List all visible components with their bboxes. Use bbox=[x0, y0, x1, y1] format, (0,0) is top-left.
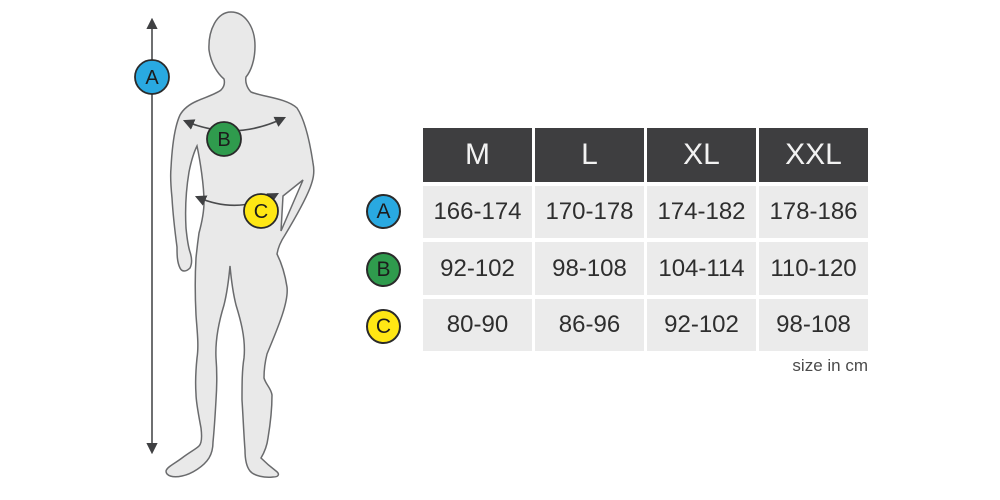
cell-a-l: 170-178 bbox=[535, 186, 644, 238]
cell-a-m: 166-174 bbox=[423, 186, 532, 238]
legend-marker-a-label: A bbox=[376, 199, 391, 223]
legend-marker-c: C bbox=[366, 309, 401, 344]
cell-a-xxl: 178-186 bbox=[759, 186, 868, 238]
column-header-l: L bbox=[535, 128, 644, 182]
legend-marker-c-label: C bbox=[375, 314, 392, 338]
cell-b-xl: 104-114 bbox=[647, 242, 756, 295]
cell-b-m: 92-102 bbox=[423, 242, 532, 295]
figure-marker-c-circle bbox=[243, 193, 279, 229]
cell-c-xl: 92-102 bbox=[647, 299, 756, 351]
figure-marker-c-label: C bbox=[254, 201, 268, 223]
figure-marker-b-circle bbox=[206, 121, 242, 157]
column-header-xxl: XXL bbox=[759, 128, 868, 182]
size-unit-note: size in cm bbox=[792, 356, 868, 375]
figure-marker-a-circle bbox=[134, 59, 170, 95]
cell-b-l: 98-108 bbox=[535, 242, 644, 295]
cell-c-xxl: 98-108 bbox=[759, 299, 868, 351]
size-table: M L XL XXL 166-174 170-178 174-182 178-1… bbox=[423, 128, 868, 351]
cell-c-m: 80-90 bbox=[423, 299, 532, 351]
column-header-xl: XL bbox=[647, 128, 756, 182]
legend-marker-a: A bbox=[366, 194, 401, 229]
cell-b-xxl: 110-120 bbox=[759, 242, 868, 295]
body-silhouette bbox=[165, 11, 315, 478]
cell-c-l: 86-96 bbox=[535, 299, 644, 351]
cell-a-xl: 174-182 bbox=[647, 186, 756, 238]
legend-marker-b-label: B bbox=[376, 257, 391, 281]
legend-marker-b: B bbox=[366, 252, 401, 287]
figure-marker-b-label: B bbox=[217, 129, 230, 151]
column-header-m: M bbox=[423, 128, 532, 182]
figure-marker-a-label: A bbox=[145, 67, 159, 89]
